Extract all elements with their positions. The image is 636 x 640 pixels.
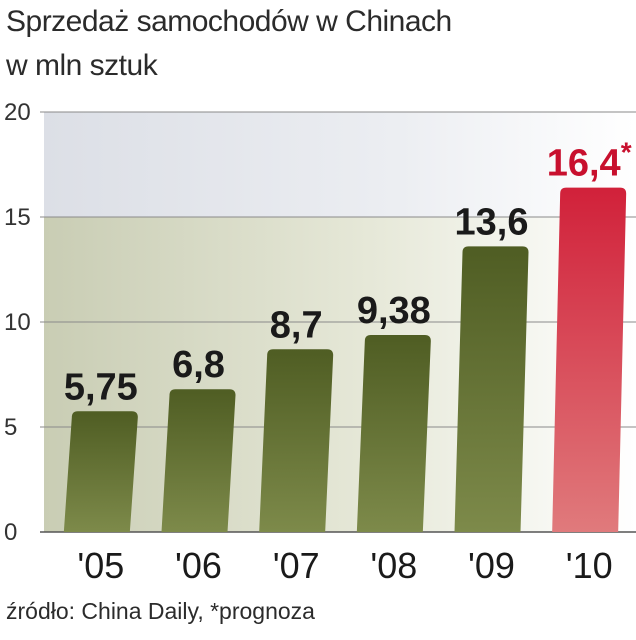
y-axis: 0 5 10 15 20 bbox=[4, 99, 31, 546]
x-tick-label: '08 bbox=[370, 545, 417, 586]
x-tick-label: '06 bbox=[175, 545, 222, 586]
bar bbox=[454, 246, 529, 532]
bar bbox=[356, 335, 431, 532]
data-label: 6,8 bbox=[172, 344, 225, 386]
gridlines bbox=[40, 111, 636, 533]
plot-background bbox=[44, 112, 636, 532]
source-note: źródło: China Daily, *prognoza bbox=[6, 598, 315, 624]
y-tick-label: 20 bbox=[4, 99, 31, 126]
y-tick-label: 10 bbox=[4, 309, 31, 336]
chart-subtitle: w mln sztuk bbox=[6, 49, 158, 82]
data-labels: 5,75 6,8 8,7 9,38 13,6 16,4* bbox=[64, 137, 632, 409]
bar bbox=[161, 389, 236, 532]
x-tick-label: '09 bbox=[468, 545, 515, 586]
data-label: 5,75 bbox=[64, 366, 138, 408]
data-label: 16,4* bbox=[547, 137, 632, 185]
x-axis: '05 '06 '07 '08 '09 '10 bbox=[77, 545, 612, 586]
bar bbox=[259, 349, 334, 532]
data-label: 13,6 bbox=[455, 201, 529, 243]
y-tick-label: 5 bbox=[4, 414, 17, 441]
x-tick-label: '10 bbox=[566, 545, 613, 586]
x-tick-label: '07 bbox=[273, 545, 320, 586]
forecast-asterisk: * bbox=[621, 137, 632, 168]
y-tick-label: 15 bbox=[4, 204, 31, 231]
data-label: 9,38 bbox=[357, 290, 431, 332]
y-tick-label: 0 bbox=[4, 519, 17, 546]
x-tick-label: '05 bbox=[77, 545, 124, 586]
bars bbox=[63, 187, 627, 532]
chart-title: Sprzedaż samochodów w Chinach bbox=[6, 5, 452, 38]
data-label: 8,7 bbox=[270, 304, 323, 346]
forecast-bar bbox=[552, 187, 627, 532]
plot-band-top bbox=[44, 112, 636, 217]
bar bbox=[63, 411, 138, 532]
plot-band-main bbox=[44, 217, 636, 532]
